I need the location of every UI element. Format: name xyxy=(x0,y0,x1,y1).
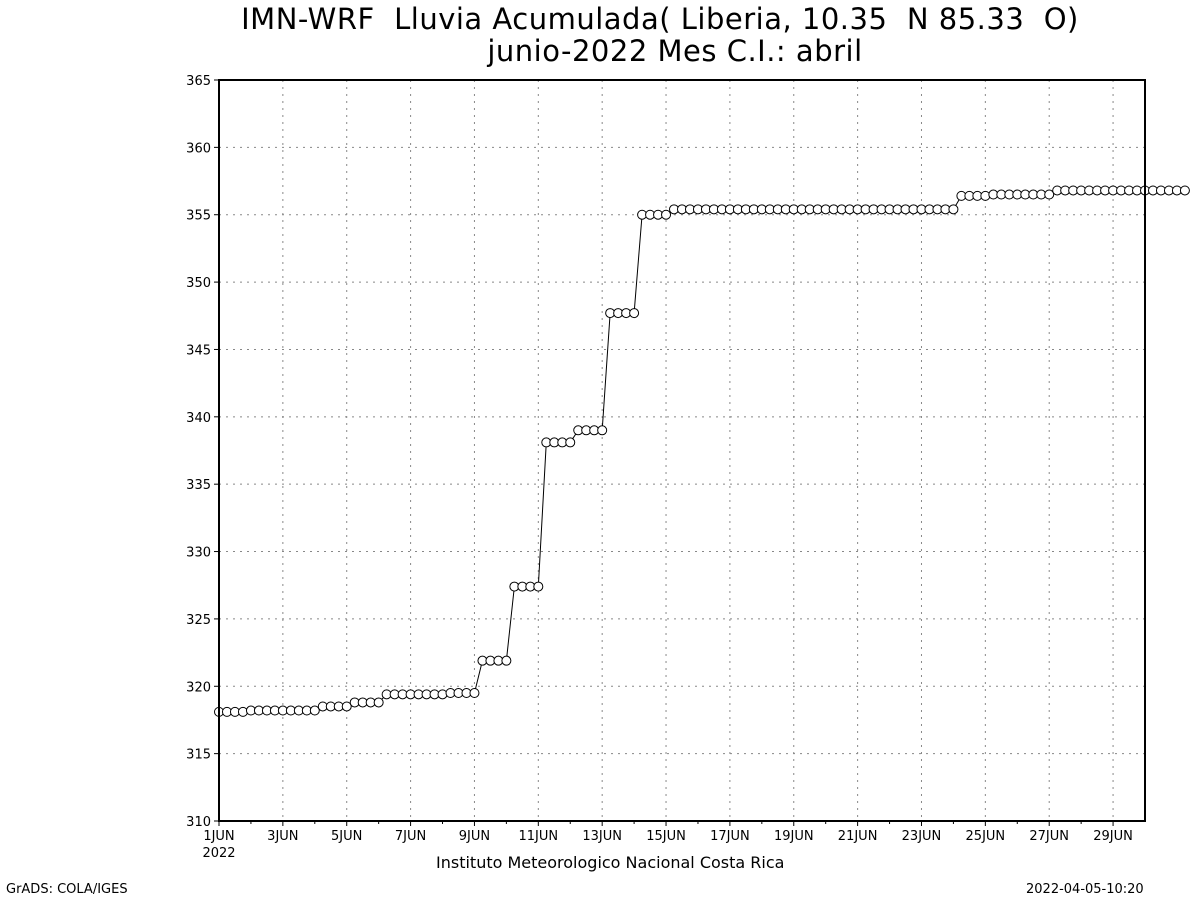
x-tick-label: 17JUN xyxy=(710,829,750,844)
y-tick-label: 345 xyxy=(186,343,211,358)
x-tick-label: 7JUN xyxy=(395,829,426,844)
x-tick-label: 5JUN xyxy=(331,829,362,844)
y-tick-label: 325 xyxy=(186,613,211,628)
series-points-layer xyxy=(214,185,1190,717)
x-tick-label: 1JUN xyxy=(203,829,234,844)
data-point xyxy=(948,204,959,215)
x-tick-label: 9JUN xyxy=(459,829,490,844)
y-tick-label: 320 xyxy=(186,680,211,695)
y-tick-label: 315 xyxy=(186,748,211,763)
x-tick-label: 3JUN xyxy=(267,829,298,844)
institution-credit: Instituto Meteorologico Nacional Costa R… xyxy=(436,853,785,872)
data-point xyxy=(1044,189,1055,200)
y-tick-label: 355 xyxy=(186,209,211,224)
y-tick-label: 310 xyxy=(186,815,211,830)
data-point xyxy=(629,308,640,319)
x-tick-label: 15JUN xyxy=(646,829,686,844)
x-tick-label: 27JUN xyxy=(1029,829,1069,844)
x-tick-label: 21JUN xyxy=(838,829,878,844)
x-tick-label: 23JUN xyxy=(902,829,942,844)
data-point xyxy=(565,437,576,448)
x-tick-label: 19JUN xyxy=(774,829,814,844)
data-point xyxy=(437,689,448,700)
x-tick-label: 29JUN xyxy=(1093,829,1133,844)
plot-frame xyxy=(218,79,1146,822)
software-credit: GrADS: COLA/IGES xyxy=(6,882,128,897)
chart-subtitle: junio-2022 Mes C.I.: abril xyxy=(487,34,863,68)
data-point xyxy=(309,705,320,716)
y-tick-label: 360 xyxy=(186,141,211,156)
data-point xyxy=(1179,185,1190,196)
data-point xyxy=(341,701,352,712)
data-point xyxy=(597,425,608,436)
axes: 310 315 320 325 330 335 340 345 350 355 360 365 1JUN… xyxy=(186,74,1133,861)
x-tick-label: 25JUN xyxy=(966,829,1006,844)
chart-title: IMN-WRF Lluvia Acumulada( Liberia, 10.35… xyxy=(241,2,1079,36)
series-line xyxy=(219,189,1185,713)
y-tick-label: 350 xyxy=(186,276,211,291)
data-point xyxy=(980,190,991,201)
data-point xyxy=(237,706,248,717)
data-point xyxy=(501,655,512,666)
data-point xyxy=(469,688,480,699)
data-point xyxy=(533,581,544,592)
y-tick-label: 330 xyxy=(186,546,211,561)
x-year-label: 2022 xyxy=(202,846,235,861)
timestamp: 2022-04-05-10:20 xyxy=(1026,882,1144,897)
x-tick-label: 13JUN xyxy=(582,829,622,844)
data-point xyxy=(373,697,384,708)
data-point xyxy=(661,209,672,220)
y-tick-label: 340 xyxy=(186,411,211,426)
y-tick-label: 335 xyxy=(186,478,211,493)
x-tick-label: 11JUN xyxy=(518,829,558,844)
y-tick-label: 365 xyxy=(186,74,211,89)
series-line-layer xyxy=(219,189,1185,713)
